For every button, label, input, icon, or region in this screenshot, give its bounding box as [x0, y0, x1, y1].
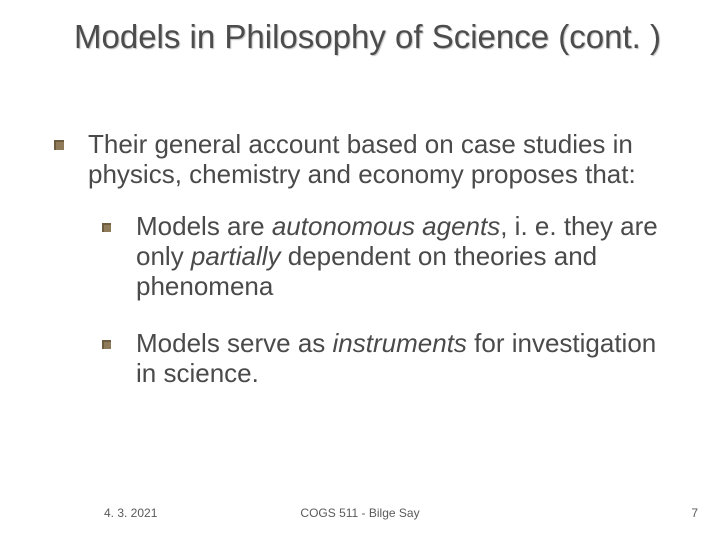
text-em: instruments	[333, 328, 467, 358]
text-pre: Models are	[136, 211, 272, 241]
bullet-lvl1: Their general account based on case stud…	[54, 130, 674, 190]
bullet-lvl2: Models serve as instruments for investig…	[102, 329, 674, 389]
lvl2-item-0: Models are autonomous agents, i. e. they…	[136, 211, 658, 301]
slide-body: Their general account based on case stud…	[54, 130, 674, 417]
text-em: partially	[191, 241, 281, 271]
square-bullet-icon	[102, 223, 112, 233]
bullet-lvl2: Models are autonomous agents, i. e. they…	[102, 212, 674, 302]
slide: Models in Philosophy of Science (cont. )…	[0, 0, 720, 540]
square-bullet-icon	[54, 140, 64, 150]
lvl1-text: Their general account based on case stud…	[88, 129, 636, 189]
footer-page-number: 7	[691, 506, 698, 520]
lvl2-item-1: Models serve as instruments for investig…	[136, 328, 656, 388]
slide-title: Models in Philosophy of Science (cont. )	[74, 18, 674, 57]
slide-footer: 4. 3. 2021 COGS 511 - Bilge Say 7	[0, 506, 720, 526]
square-bullet-icon	[102, 340, 112, 350]
text-pre: Models serve as	[136, 328, 333, 358]
footer-center: COGS 511 - Bilge Say	[0, 506, 720, 520]
text-em: autonomous agents	[272, 211, 500, 241]
